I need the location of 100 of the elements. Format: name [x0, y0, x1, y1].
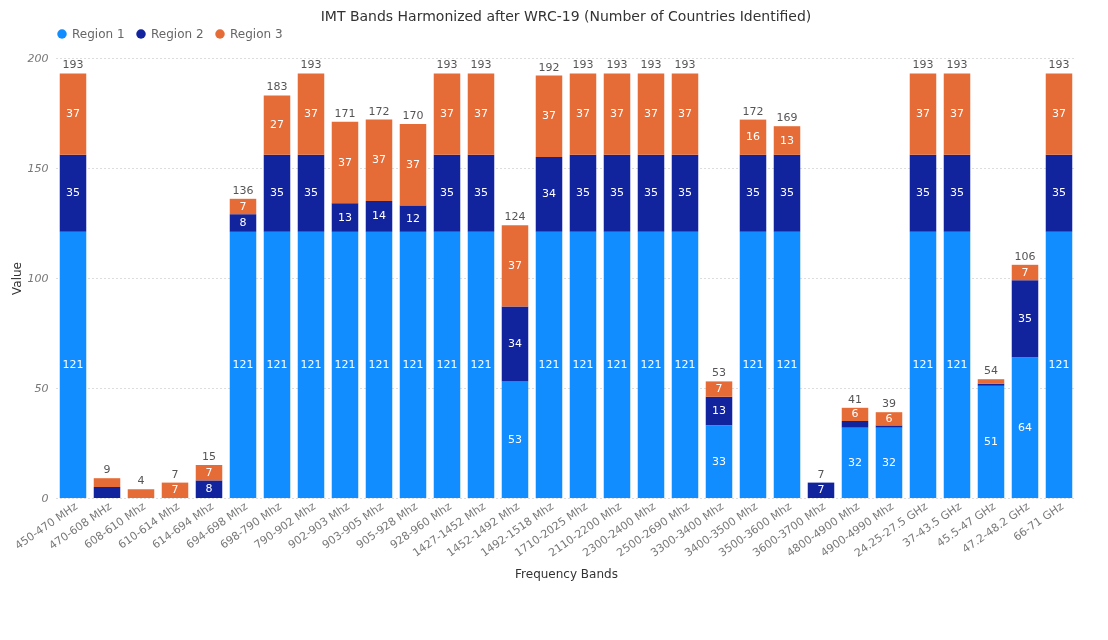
bar [671, 73, 699, 155]
bar [569, 231, 597, 498]
bar [331, 231, 359, 498]
total-label: 39 [882, 397, 896, 411]
bar [365, 231, 393, 498]
data-label: 35 [270, 186, 284, 200]
bar [365, 119, 393, 201]
data-label: 121 [368, 357, 390, 371]
bar [739, 119, 767, 155]
total-label: 193 [674, 58, 696, 72]
total-label: 41 [848, 392, 862, 406]
bar [977, 379, 1005, 384]
total-label: 172 [368, 104, 390, 118]
bar [875, 425, 903, 428]
bar [433, 154, 461, 232]
total-label: 169 [776, 111, 798, 125]
data-label: 27 [270, 118, 284, 132]
total-label: 193 [300, 58, 322, 72]
bar [603, 154, 631, 232]
data-label: 121 [606, 357, 628, 371]
bar [467, 231, 495, 498]
bar [603, 231, 631, 498]
data-label: 7 [239, 199, 247, 213]
data-label: 121 [436, 357, 458, 371]
bar [569, 73, 597, 155]
total-label: 192 [538, 60, 560, 74]
data-label: 35 [610, 186, 624, 200]
bar [841, 427, 869, 498]
data-label: 121 [1048, 357, 1070, 371]
data-label: 35 [1018, 311, 1032, 325]
total-label: 15 [202, 450, 216, 463]
bar [1011, 280, 1039, 358]
bar [297, 231, 325, 498]
bar [93, 478, 121, 487]
data-label: 37 [304, 107, 318, 121]
bar [773, 154, 801, 232]
data-label: 35 [780, 186, 794, 200]
bar [943, 154, 971, 232]
total-label: 193 [640, 58, 662, 72]
data-label: 121 [742, 357, 764, 371]
data-label: 121 [572, 357, 594, 371]
data-label: 37 [950, 107, 964, 121]
data-label: 51 [984, 434, 998, 448]
total-label: 7 [817, 467, 825, 481]
bar [705, 425, 733, 498]
y-tick-label: 200 [27, 51, 49, 65]
bar [229, 214, 257, 232]
data-label: 121 [946, 357, 968, 371]
bar [263, 231, 291, 498]
bar [1011, 264, 1039, 281]
data-label: 6 [851, 407, 859, 421]
data-label: 35 [304, 186, 318, 200]
data-label: 121 [776, 357, 798, 371]
data-label: 35 [916, 186, 930, 200]
bar [637, 73, 665, 155]
bar [297, 73, 325, 155]
bar [195, 465, 223, 481]
bar [977, 385, 1005, 498]
data-label: 37 [1052, 107, 1066, 121]
data-label: 121 [674, 357, 696, 371]
total-label: 193 [606, 58, 628, 72]
data-label: 7 [171, 483, 179, 497]
total-label: 170 [402, 109, 424, 122]
bar [467, 154, 495, 232]
bar [637, 154, 665, 232]
data-label: 6 [885, 411, 893, 425]
bar [1045, 231, 1073, 498]
data-label: 37 [372, 153, 386, 167]
legend-label: Region 1 [72, 27, 125, 41]
data-label: 8 [239, 216, 247, 229]
bar [1011, 357, 1039, 498]
data-label: 13 [780, 133, 794, 147]
bar [807, 482, 835, 498]
total-label: 124 [504, 210, 526, 224]
total-label: 193 [62, 58, 84, 72]
data-label: 7 [205, 465, 213, 479]
data-label: 34 [508, 337, 522, 350]
total-label: 9 [103, 463, 111, 477]
total-label: 136 [232, 183, 254, 197]
data-label: 37 [406, 157, 420, 171]
y-tick-label: 50 [34, 381, 49, 395]
bar [501, 225, 529, 307]
bar [535, 157, 563, 232]
data-label: 7 [715, 382, 723, 396]
bar [909, 73, 937, 155]
data-label: 121 [62, 357, 84, 371]
data-label: 35 [746, 186, 760, 200]
data-label: 121 [912, 357, 934, 371]
bar [535, 75, 563, 157]
bar [535, 231, 563, 498]
data-label: 37 [508, 258, 522, 272]
total-label: 193 [470, 58, 492, 72]
bar [59, 154, 87, 232]
bar [433, 73, 461, 155]
data-label: 37 [474, 107, 488, 121]
bar [569, 154, 597, 232]
bar [59, 73, 87, 155]
total-label: 171 [334, 106, 356, 120]
total-label: 106 [1014, 249, 1036, 263]
total-label: 193 [572, 58, 594, 72]
